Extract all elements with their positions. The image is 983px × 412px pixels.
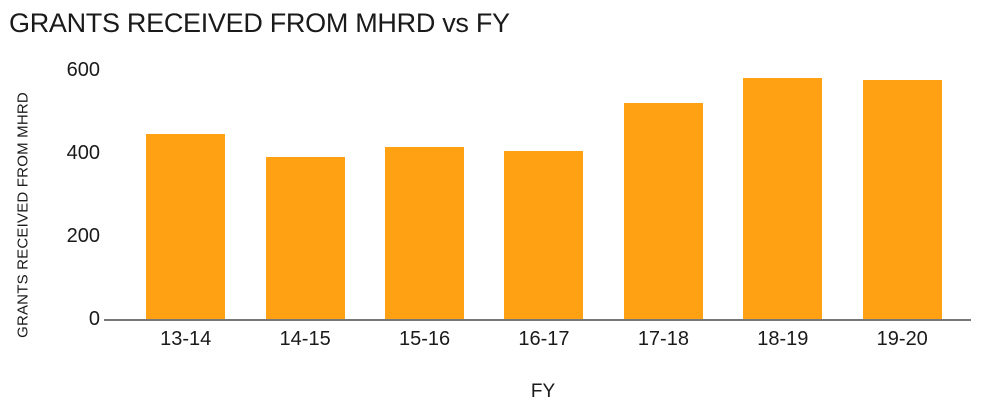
bar bbox=[504, 150, 584, 319]
bar bbox=[743, 78, 823, 319]
x-tick-label: 14-15 bbox=[279, 328, 331, 350]
y-tick-label: 200 bbox=[66, 225, 100, 247]
chart-title: GRANTS RECEIVED FROM MHRD vs FY bbox=[9, 8, 510, 38]
bar-slot bbox=[245, 70, 364, 319]
bar-slot bbox=[604, 70, 723, 319]
x-axis-title: FY bbox=[530, 381, 556, 402]
bar-slot bbox=[723, 70, 842, 319]
x-tick-label: 13-14 bbox=[160, 328, 212, 350]
y-tick-label: 600 bbox=[66, 59, 100, 81]
x-tick-label: 15-16 bbox=[398, 328, 451, 350]
bar bbox=[623, 103, 703, 319]
y-axis-title: GRANTS RECEIVED FROM MHRD bbox=[14, 92, 32, 338]
bar-slot bbox=[484, 70, 603, 319]
x-tick-label: 16-17 bbox=[518, 328, 570, 350]
x-axis-ticks: 13-14 14-15 15-16 16-17 17-18 18-19 19-20 bbox=[126, 328, 962, 351]
bar bbox=[862, 80, 942, 319]
bars-row bbox=[126, 70, 962, 319]
x-tick-label: 18-19 bbox=[757, 328, 809, 350]
bar bbox=[265, 157, 345, 319]
x-tick-label: 19-20 bbox=[876, 328, 928, 350]
bar-slot bbox=[126, 70, 245, 319]
bar-slot bbox=[843, 70, 962, 319]
x-tick-label: 17-18 bbox=[637, 328, 689, 350]
y-tick-label: 400 bbox=[66, 142, 100, 164]
x-axis-line bbox=[104, 319, 971, 321]
y-tick-label: 0 bbox=[88, 308, 100, 330]
bar bbox=[146, 134, 226, 319]
bar-slot bbox=[365, 70, 484, 319]
plot-area bbox=[104, 70, 971, 321]
bar bbox=[385, 146, 465, 319]
